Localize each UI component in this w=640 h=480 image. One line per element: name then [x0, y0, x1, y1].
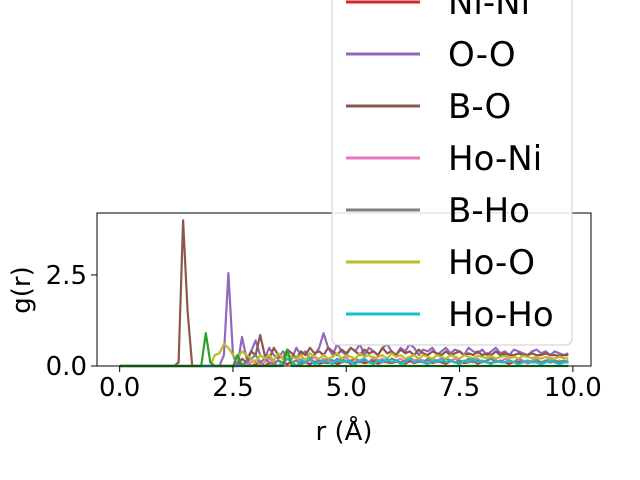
- y-tick-label: 2.5: [46, 261, 87, 291]
- legend-label-b-ho: B-Ho: [448, 191, 530, 231]
- legend-label-ho-o: Ho-O: [448, 243, 535, 283]
- legend-label-b-o: B-O: [448, 87, 511, 127]
- legend-label-ni-ni: Ni-Ni: [448, 0, 530, 23]
- x-tick-label: 2.5: [212, 373, 253, 403]
- legend-box: [331, 0, 573, 346]
- y-axis-ticks: 0.0 2.5: [46, 261, 97, 382]
- x-axis-ticks: 0.0 2.5 5.0 7.5 10.0: [99, 366, 602, 403]
- x-tick-label: 7.5: [439, 373, 480, 403]
- x-tick-label: 0.0: [99, 373, 140, 403]
- legend-label-ho-ho: Ho-Ho: [448, 295, 554, 335]
- legend-label-o-o: O-O: [448, 35, 516, 75]
- legend-label-ho-ni: Ho-Ni: [448, 139, 542, 179]
- y-axis-label: g(r): [7, 266, 37, 313]
- x-tick-label: 5.0: [326, 373, 367, 403]
- x-tick-label: 10.0: [544, 373, 602, 403]
- legend: Ni-Ni O-O B-O Ho-Ni B-Ho Ho-O Ho-Ho: [331, 0, 573, 346]
- x-axis-label: r (Å): [315, 415, 372, 447]
- y-tick-label: 0.0: [46, 352, 87, 382]
